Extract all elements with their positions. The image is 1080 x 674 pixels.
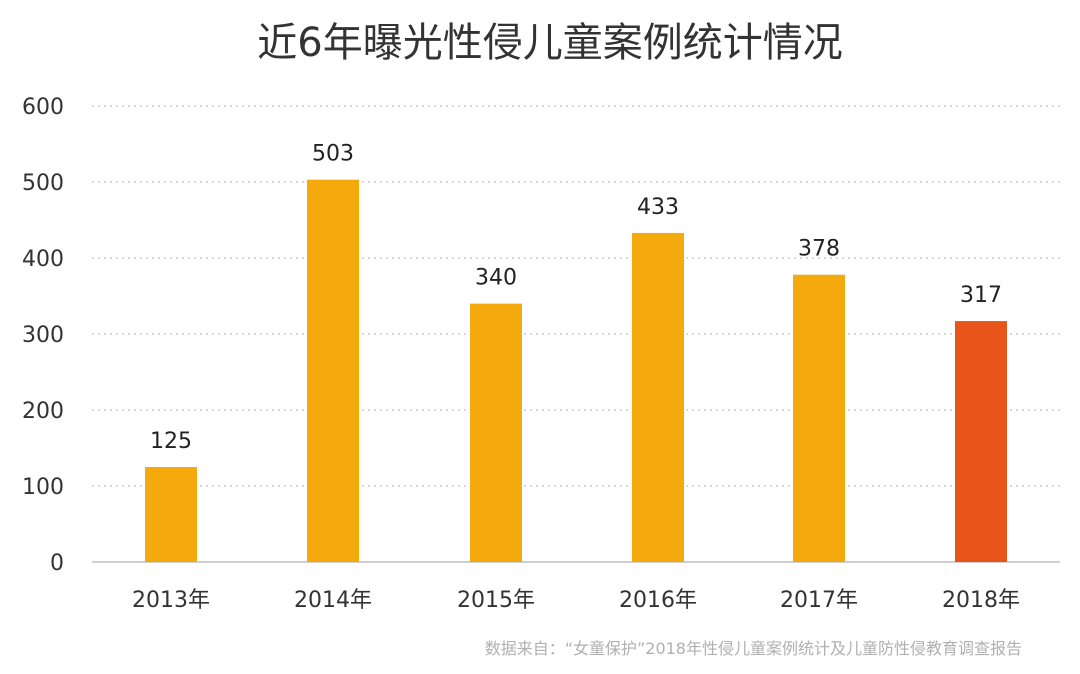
data-label: 340 xyxy=(475,266,517,291)
bar xyxy=(632,232,684,563)
y-tick-label: 300 xyxy=(22,323,64,348)
x-axis-categories: 2013年 2014年 2015年 2016年 2017年 2018年 xyxy=(132,588,1020,613)
data-label: 317 xyxy=(960,283,1002,308)
y-axis-ticks: 0 100 200 300 400 500 600 xyxy=(22,95,64,576)
data-label: 503 xyxy=(312,142,354,167)
x-category-label: 2015年 xyxy=(457,588,535,613)
gridlines xyxy=(92,105,1060,487)
x-category-label: 2018年 xyxy=(942,588,1020,613)
data-labels: 125 503 340 433 378 317 xyxy=(150,142,1002,454)
bar xyxy=(145,467,197,562)
data-label: 125 xyxy=(150,429,192,454)
y-tick-label: 200 xyxy=(22,399,64,424)
y-tick-label: 100 xyxy=(22,475,64,500)
data-label: 378 xyxy=(798,237,840,262)
bar xyxy=(793,274,845,562)
y-tick-label: 400 xyxy=(22,247,64,272)
x-category-label: 2013年 xyxy=(132,588,210,613)
bar xyxy=(470,303,522,562)
y-tick-label: 0 xyxy=(50,551,64,576)
x-category-label: 2016年 xyxy=(619,588,697,613)
bar xyxy=(307,179,359,562)
source-note: 数据来自：“女童保护”2018年性侵儿童案例统计及儿童防性侵教育调查报告 xyxy=(485,639,1022,658)
x-category-label: 2017年 xyxy=(780,588,858,613)
y-tick-label: 600 xyxy=(22,95,64,120)
y-tick-label: 500 xyxy=(22,171,64,196)
bar xyxy=(955,321,1007,562)
data-label: 433 xyxy=(637,195,679,220)
x-category-label: 2014年 xyxy=(294,588,372,613)
bars xyxy=(145,179,1007,563)
chart-title: 近6年曝光性侵儿童案例统计情况 xyxy=(257,20,842,66)
